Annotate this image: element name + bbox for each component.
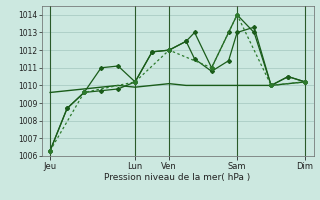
X-axis label: Pression niveau de la mer( hPa ): Pression niveau de la mer( hPa ) [104, 173, 251, 182]
